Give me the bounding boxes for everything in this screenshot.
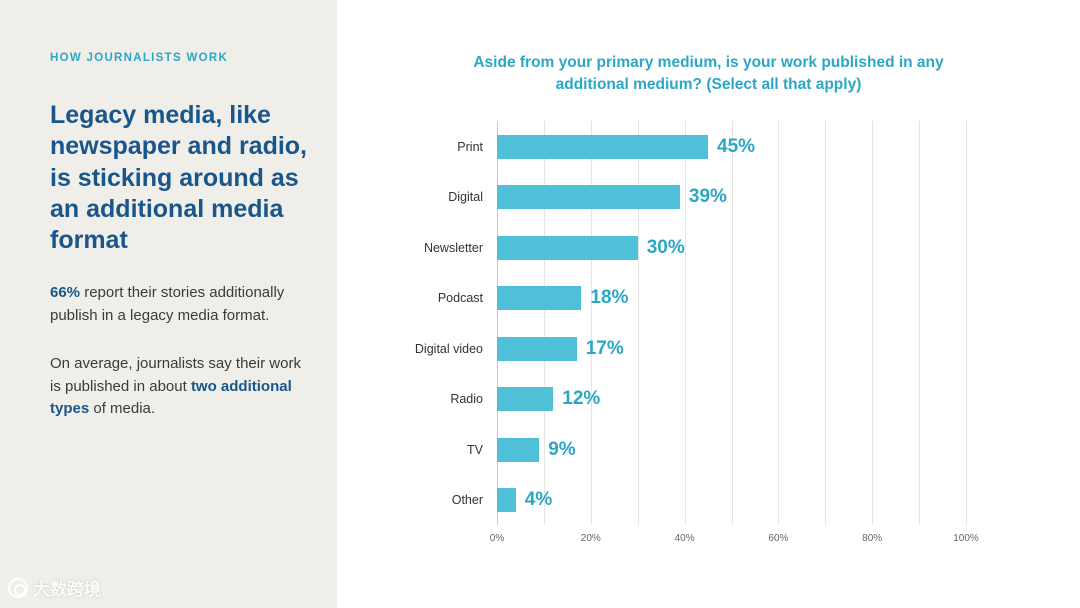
stat-highlight: 66% (50, 284, 81, 302)
bar-track: 12% (497, 387, 966, 412)
bar-row: Digital 39% (337, 172, 966, 223)
circle-logo-icon (8, 577, 28, 598)
bar-row: TV 9% (337, 424, 966, 475)
bar-track: 45% (497, 134, 966, 159)
x-tick-label: 80% (862, 533, 883, 545)
stat-paragraph: 66% report their stories additionally pu… (50, 282, 315, 327)
bar (497, 387, 554, 412)
bar-track: 17% (497, 336, 966, 361)
x-tick-label: 100% (953, 533, 979, 545)
headline: Legacy media, like newspaper and radio, … (50, 101, 308, 254)
x-axis: 0% 20% 40% 60% 80% 100% (490, 525, 979, 551)
bar (497, 134, 709, 159)
bar-chart: Print 45% Digital 39% Newsletter 30% Podcast 18… (337, 121, 979, 551)
bar-value-label: 45% (717, 135, 756, 157)
bar (497, 235, 638, 260)
category-label: Digital video (414, 341, 483, 356)
bar-track: 39% (497, 185, 966, 210)
stat-text: report their stories additionally publis… (50, 284, 285, 324)
average-highlight: two additional types (50, 377, 292, 418)
bar-row: Podcast 18% (337, 273, 966, 324)
bar (497, 336, 577, 361)
gridline (919, 121, 921, 526)
bar-track: 18% (497, 286, 966, 311)
bar (497, 488, 516, 513)
x-tick-label: 20% (580, 533, 601, 545)
bar-row: Digital video 17% (337, 323, 966, 374)
gridlines (497, 121, 967, 526)
category-label: Other (451, 493, 483, 508)
category-label: Digital (448, 190, 483, 205)
chart-rows: Print 45% Digital 39% Newsletter 30% Podcast 18… (337, 121, 966, 525)
category-label: Newsletter (423, 240, 483, 255)
plot-body: Print 45% Digital 39% Newsletter 30% Podcast 18… (337, 121, 967, 526)
bar-value-label: 9% (548, 438, 576, 460)
bar (497, 437, 540, 462)
category-label: Radio (450, 392, 483, 407)
gridline (872, 121, 874, 526)
bar-track: 4% (497, 488, 966, 513)
bar-track: 30% (497, 235, 966, 260)
average-text-end: of media. (89, 400, 156, 418)
x-tick-label: 60% (768, 533, 789, 545)
left-panel: HOW JOURNALISTS WORK Legacy media, like … (0, 0, 337, 608)
gridline (684, 121, 686, 526)
gridline (590, 121, 592, 526)
chart-title: Aside from your primary medium, is your … (473, 54, 944, 93)
section-eyebrow: HOW JOURNALISTS WORK (50, 52, 229, 64)
watermark-label: 大数跨境 (33, 580, 101, 599)
average-paragraph: On average, journalists say their work i… (50, 353, 315, 421)
gridline (825, 121, 827, 526)
watermark: 大数跨境 (8, 575, 101, 600)
bar-value-label: 18% (590, 287, 629, 309)
bar (497, 286, 582, 311)
gridline (497, 121, 498, 526)
bar-row: Newsletter 30% (337, 222, 966, 273)
average-text-start: On average, journalists say their work i… (50, 355, 301, 395)
bar-value-label: 4% (524, 489, 553, 511)
gridline (966, 121, 967, 526)
bar-track: 9% (497, 437, 966, 462)
x-tick-label: 0% (489, 533, 505, 545)
gridline (731, 121, 733, 526)
x-tick-label: 40% (674, 533, 695, 545)
bar-row: Radio 12% (337, 374, 966, 425)
bar-value-label: 30% (646, 236, 685, 258)
bar-value-label: 39% (688, 186, 727, 208)
gridline (778, 121, 780, 526)
chart-panel: Aside from your primary medium, is your … (337, 0, 1080, 608)
bar-value-label: 17% (585, 337, 624, 359)
bar-row: Print 45% (337, 121, 966, 172)
category-label: Podcast (437, 291, 483, 306)
bar-row: Other 4% (337, 475, 966, 526)
bar-value-label: 12% (562, 388, 601, 410)
bar (497, 185, 680, 210)
gridline (543, 121, 545, 526)
category-label: Print (457, 139, 483, 154)
gridline (637, 121, 639, 526)
category-label: TV (467, 442, 483, 457)
